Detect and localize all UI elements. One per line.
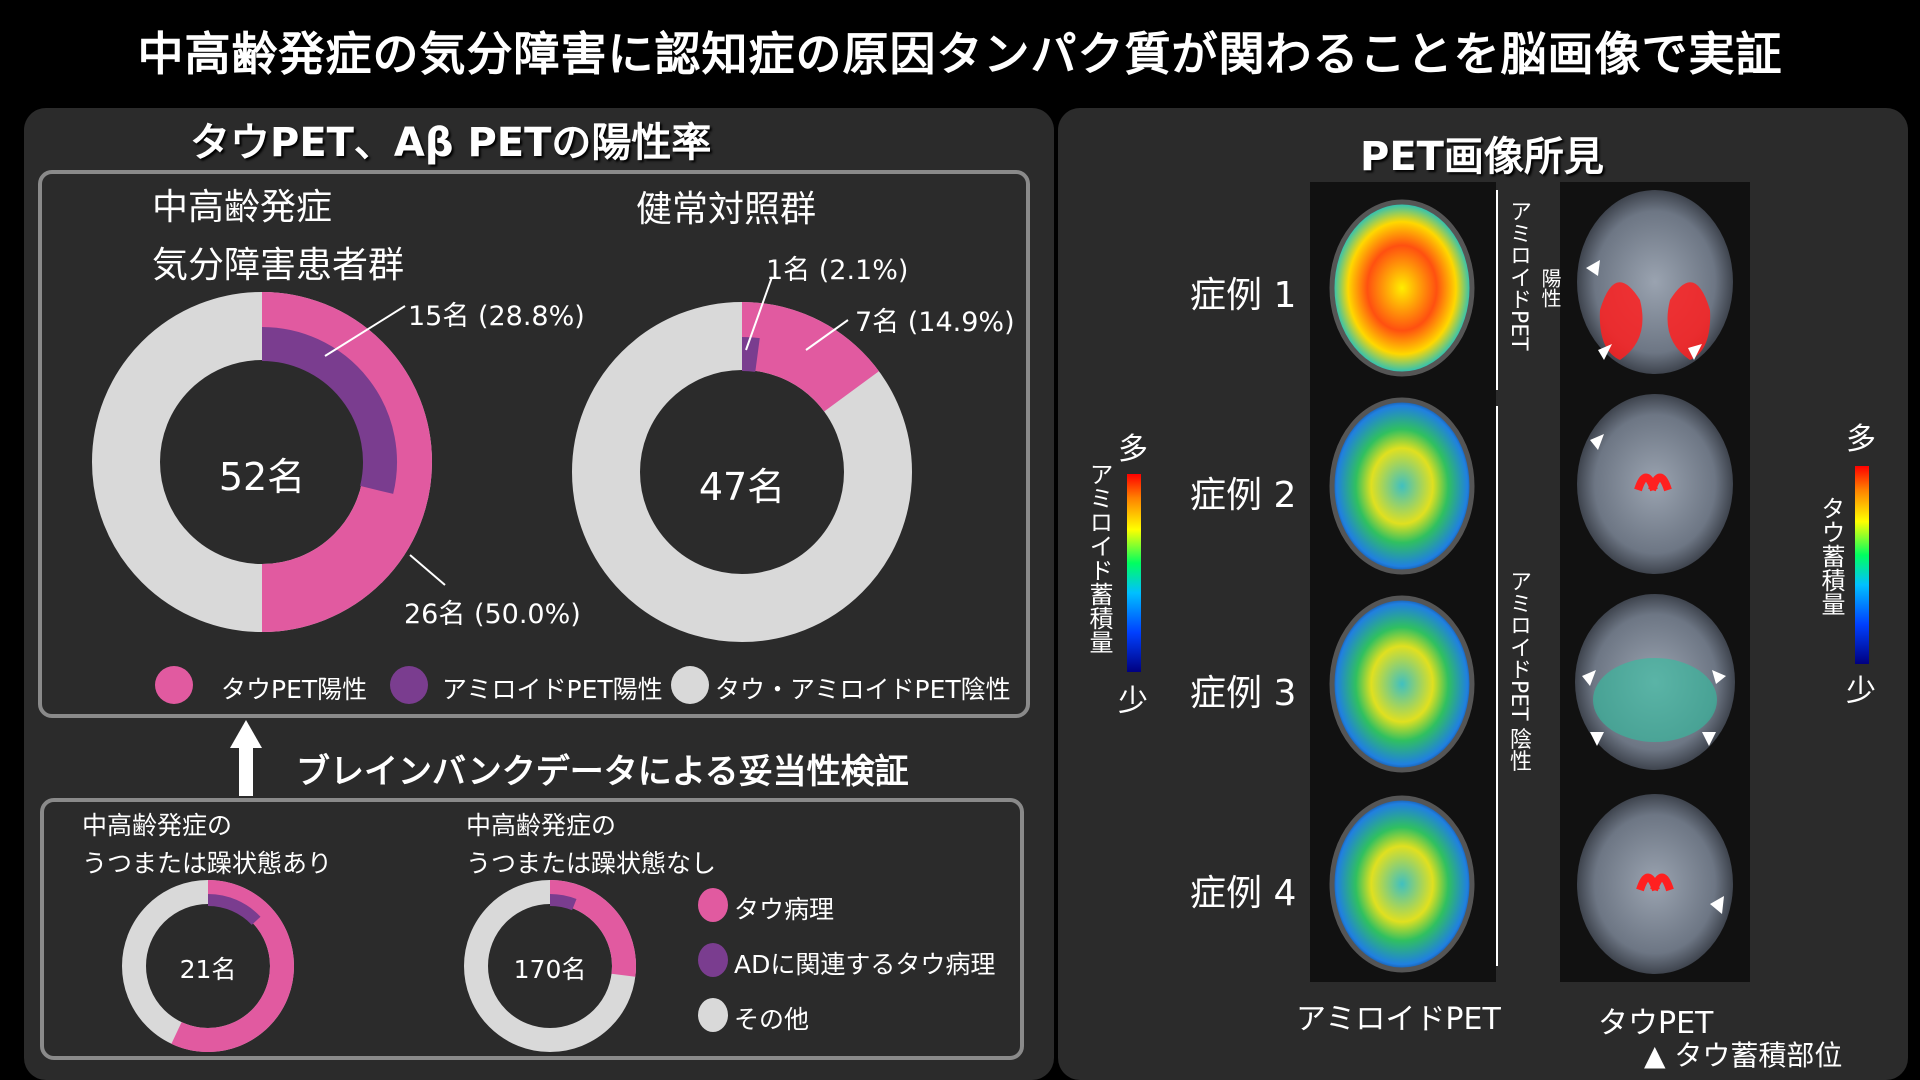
tau-site-markers [1582,260,1726,914]
bottom-legend-dot-ad [698,943,728,977]
leader-line-7 [805,319,849,351]
tau-marker [1598,344,1612,360]
bottom-group1-line1: 中高齢発症の [82,811,233,840]
amyloid-positive-label: アミロイドPET [1506,200,1531,351]
data-label-1: 1名 (2.1%) [766,255,909,286]
tau-marker [1582,670,1596,686]
center-label-52: 52名 [218,455,306,499]
column-label-tau: タウPET [1598,1006,1714,1041]
center-label-21: 21名 [179,955,237,984]
tau-scale-label: タウ蓄積量 [1817,496,1845,616]
tau-hotspot-case2 [1634,473,1672,492]
tau-marker [1712,670,1726,684]
amyloid-brain-case2 [1329,397,1475,575]
legend-dot-negative [671,666,709,704]
amyloid-brain-case4 [1329,795,1475,973]
leader-line-1 [745,276,773,351]
bottom-legend-dot-tau [698,888,728,922]
legend-label-tau: タウPET陽性 [221,675,368,704]
group2-label: 健常対照群 [636,189,817,230]
data-label-15: 15名 (28.8%) [408,301,585,332]
amyloid-scale-label: アミロイド蓄積量 [1085,462,1113,654]
amyloid-brain-case3 [1329,595,1475,773]
bottom-legend: タウ病理 ADに関連するタウ病理 その他 [698,888,1018,1048]
page-title: 中高齢発症の気分障害に認知症の原因タンパク質が関わることを脳画像で実証 [137,27,1783,81]
left-panel-title: タウPET、Aβ PETの陽性率 [190,120,712,166]
amyloid-positive-label2: 陽性 [1538,268,1562,308]
slice-amyloid-patients [261,327,397,494]
tau-marker [1702,732,1716,746]
slice-tau-patients [261,292,432,632]
slice-tau-controls [740,302,879,413]
center-label-47: 47名 [698,465,786,509]
tau-hotspot-case4 [1636,873,1674,892]
group1-label-line2: 気分障害患者群 [152,245,405,286]
slice-tau-bank-without [549,880,636,977]
legend-dot-tau [155,666,193,704]
up-arrow-icon [230,720,262,796]
data-label-26: 26名 (50.0%) [404,599,581,630]
column-label-amyloid: アミロイドPET [1296,1002,1501,1037]
brainbank-box [40,798,1024,1060]
validation-label: ブレインバンクデータによる妥当性検証 [296,752,909,792]
leader-line-26 [409,554,446,586]
tau-hotspot-case3 [1593,658,1717,742]
amyloid-scale-high: 多 [1118,432,1148,467]
tau-scale-low: 少 [1846,674,1876,709]
amyloid-brain-case1 [1329,199,1475,377]
bottom-group2-line2: うつまたは躁状態なし [466,849,717,878]
slice-amyloid-controls [741,337,760,372]
tau-marker [1590,434,1604,450]
slice-tau-bank-with [171,880,294,1052]
slice-ad-bank-without [549,894,577,911]
legend-label-amyloid: アミロイドPET陽性 [442,675,663,704]
legend-label-negative: タウ・アミロイドPET陰性 [715,675,1011,704]
case-label-1: 症例 1 [1190,275,1297,316]
group1-label-line1: 中高齢発症 [152,187,333,228]
legend-dot-amyloid [390,666,428,704]
leader-line-15 [324,305,406,357]
slice-ad-bank-with [207,894,261,926]
bottom-group1-line2: うつまたは躁状態あり [82,849,333,878]
tau-marker [1710,896,1724,914]
case-label-2: 症例 2 [1190,475,1297,516]
tau-site-note: ▲ タウ蓄積部位 [1644,1039,1843,1072]
bottom-group2-line1: 中高齢発症の [466,811,617,840]
tau-brain-case1 [1577,190,1733,374]
tau-scale-high: 多 [1846,422,1876,457]
tau-color-scale [1855,466,1869,664]
positivity-box [38,170,1030,718]
center-label-170: 170名 [513,955,587,984]
amyloid-negative-label: アミロイドPET 陰性 [1506,570,1531,772]
bottom-legend-label-tau: タウ病理 [734,895,835,924]
bottom-legend-dot-other [698,998,728,1032]
tau-marker [1586,260,1600,276]
tau-marker [1590,732,1604,746]
right-panel-title: PET画像所見 [1360,134,1604,180]
amyloid-scale-low: 少 [1118,684,1148,719]
amyloid-color-scale [1127,474,1141,672]
bottom-legend-label-other: その他 [734,1005,810,1034]
legend: タウPET陽性 アミロイドPET陽性 タウ・アミロイドPET陰性 [155,666,1015,706]
case-label-3: 症例 3 [1190,673,1297,714]
bottom-legend-label-ad: ADに関連するタウ病理 [734,950,996,979]
tau-hotspot-case1 [1599,282,1711,360]
tau-marker [1688,344,1702,360]
case-label-4: 症例 4 [1190,873,1297,914]
data-label-7: 7名 (14.9%) [855,307,1015,338]
